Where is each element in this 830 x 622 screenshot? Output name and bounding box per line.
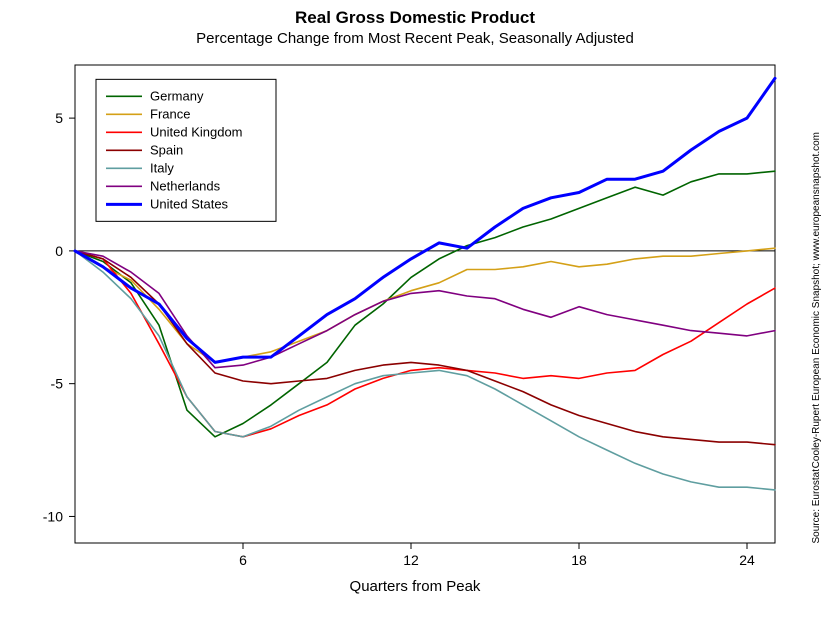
line-chart: -10-5056121824GermanyFranceUnited Kingdo…	[75, 65, 775, 543]
legend-label: France	[150, 106, 190, 121]
legend: Germany France United Kingdom Spain Italy Net…	[96, 79, 276, 221]
legend-label: United States	[150, 196, 229, 211]
legend-label: United Kingdom	[150, 124, 243, 139]
series-line-france	[75, 248, 775, 362]
x-tick-label: 6	[239, 552, 247, 568]
legend-label: Spain	[150, 142, 183, 157]
series-line-spain	[75, 251, 775, 445]
attribution-line-2: Source: Eurostat	[811, 469, 822, 543]
legend-label: Italy	[150, 160, 174, 175]
series-line-united-kingdom	[75, 251, 775, 437]
chart-subtitle: Percentage Change from Most Recent Peak,…	[0, 30, 830, 47]
y-tick-label: 0	[55, 243, 63, 259]
page-root: Real Gross Domestic Product Percentage C…	[0, 0, 830, 622]
attribution-line-1: Cooley-Rupert European Economic Snapshot…	[811, 132, 822, 468]
y-tick-label: -10	[43, 508, 63, 524]
title-block: Real Gross Domestic Product Percentage C…	[0, 8, 830, 47]
x-tick-label: 18	[571, 552, 587, 568]
legend-label: Netherlands	[150, 178, 221, 193]
attribution-block: Cooley-Rupert European Economic Snapshot…	[782, 65, 822, 543]
x-tick-label: 12	[403, 552, 419, 568]
x-tick-label: 24	[739, 552, 755, 568]
legend-label: Germany	[150, 88, 204, 103]
y-tick-label: -5	[51, 376, 64, 392]
plot-area: -10-5056121824GermanyFranceUnited Kingdo…	[75, 65, 775, 543]
y-tick-label: 5	[55, 110, 63, 126]
chart-title: Real Gross Domestic Product	[0, 8, 830, 28]
x-axis-label: Quarters from Peak	[0, 578, 830, 595]
